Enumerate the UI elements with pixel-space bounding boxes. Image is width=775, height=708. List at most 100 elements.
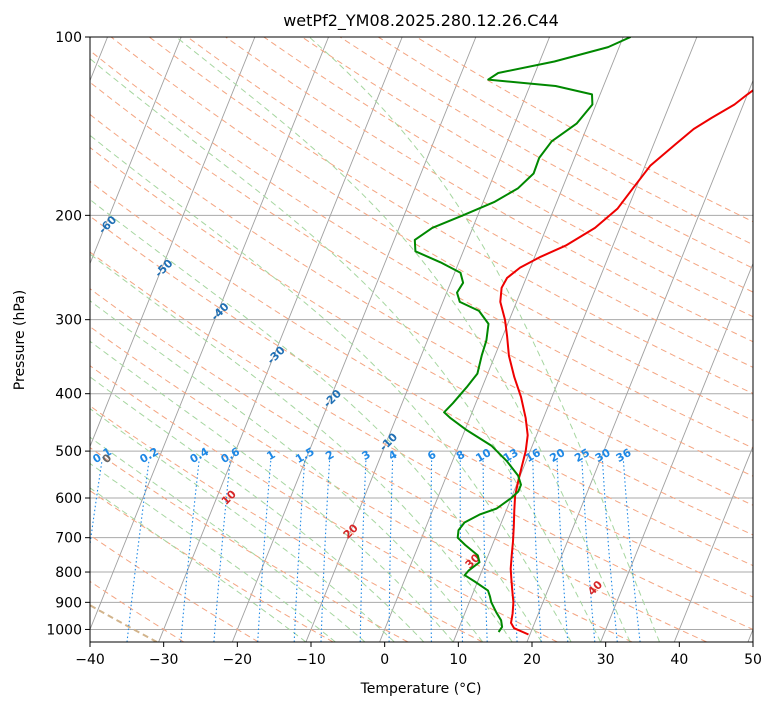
x-tick-label: −20 [223, 652, 253, 668]
x-tick-label: 40 [670, 652, 688, 668]
isotherm-label: -70 [40, 170, 63, 193]
mixing-ratio-line [213, 460, 231, 642]
mixing-ratio-line [601, 460, 618, 642]
mixing-ratio-label: 25 [572, 446, 592, 465]
y-tick-label: 100 [55, 30, 82, 46]
mixing-ratio-line [90, 460, 103, 549]
moist-adiabat-line [90, 300, 484, 642]
isotherm-label: -20 [321, 387, 344, 410]
isotherm-line [90, 37, 182, 265]
plot-frame [89, 36, 754, 643]
moist-adiabat-line [308, 37, 660, 642]
dry-adiabat-line [90, 81, 753, 477]
dry-adiabat-line [90, 490, 334, 642]
isotherm-line [231, 37, 477, 642]
mixing-ratio-label: 1.5 [293, 445, 316, 466]
x-tick-label: −30 [149, 652, 179, 668]
dry-adiabat-line [110, 37, 753, 421]
isotherm-label: -50 [152, 256, 175, 279]
mixing-ratio-label: 2 [323, 448, 336, 463]
x-axis-title: Temperature (°C) [360, 681, 482, 697]
dry-adiabat-line [339, 37, 753, 269]
mixing-ratio-label: 20 [547, 446, 567, 465]
moist-adiabat-line [90, 340, 454, 642]
x-tick-label: 10 [449, 652, 467, 668]
isotherm-line [90, 37, 256, 448]
y-tick-label: 900 [55, 595, 82, 611]
mixing-ratio-line [556, 460, 569, 642]
y-tick-label: 300 [55, 313, 82, 329]
mixing-ratio-line [126, 460, 150, 642]
dry-adiabat-line [377, 37, 753, 246]
isotherm-line [747, 628, 753, 642]
isotherm-line [90, 37, 329, 631]
axes: −40 −30 −20 −10 0 10 20 30 40 5010020030040050060… [46, 30, 762, 668]
isotherm-line [379, 37, 624, 642]
mixing-ratio-label: 0.4 [188, 445, 212, 466]
moist-adiabat-line [90, 487, 307, 642]
isotherm-line [158, 37, 403, 642]
dry-adiabat-line [90, 326, 633, 642]
mixing-ratio-label: 10 [473, 446, 493, 465]
y-tick-label: 600 [55, 491, 82, 507]
x-tick-label: 0 [380, 652, 389, 668]
y-tick-label: 500 [55, 444, 82, 460]
dry-adiabat-label: 20 [341, 521, 361, 541]
moist-adiabat-line [90, 134, 572, 642]
isotherm-line [600, 262, 753, 642]
dry-adiabat-line [90, 405, 483, 642]
isotherm-label: -10 [377, 430, 400, 453]
dry-adiabat-line [416, 37, 753, 223]
isotherm-line [673, 445, 753, 642]
isotherm-label: -80 [0, 126, 7, 149]
mixing-ratio-label: 36 [614, 446, 634, 465]
mixing-ratio-label: 3 [360, 448, 373, 463]
isotherm-label: -60 [96, 213, 119, 236]
mixing-ratio-label: 6 [425, 448, 438, 463]
x-tick-label: −40 [75, 652, 105, 668]
dry-adiabat-line [90, 288, 707, 642]
moist-adiabat-line [90, 198, 543, 642]
isotherm-line [526, 79, 753, 642]
isotherm-line [305, 37, 550, 642]
mixing-ratio-line [359, 460, 367, 642]
dry-adiabat-line [90, 534, 259, 642]
moist-adiabat-line [90, 462, 336, 642]
y-axis-title: Pressure (hPa) [12, 290, 28, 390]
mixing-ratio-label: 0.6 [219, 445, 243, 466]
dry-adiabat-line [90, 113, 753, 506]
dry-adiabat-line [187, 37, 753, 368]
moist-adiabat-line [90, 376, 425, 642]
y-tick-label: 700 [55, 531, 82, 547]
x-tick-label: −10 [296, 652, 326, 668]
mixing-ratio-line [293, 460, 306, 642]
moist-adiabat-line [90, 407, 395, 642]
x-tick-label: 30 [597, 652, 615, 668]
dry-adiabat-line [225, 37, 753, 343]
isotherm-line [452, 37, 698, 642]
dry-adiabat-line [301, 37, 753, 293]
y-tick-label: 1000 [46, 622, 82, 638]
dry-adiabat-line [263, 37, 753, 318]
y-tick-label: 400 [55, 387, 82, 403]
moist-adiabat-line [90, 436, 366, 642]
dry-adiabat-line [90, 50, 753, 449]
moist-adiabat-line [175, 37, 631, 642]
profile-line [413, 37, 632, 633]
profile-line [499, 89, 753, 636]
dry-adiabat-line [90, 215, 753, 598]
x-tick-label: 20 [523, 652, 541, 668]
moist-adiabat-line [90, 58, 602, 642]
chart-title: wetPf2_YM08.2025.280.12.26.C44 [283, 11, 559, 31]
x-tick-label: 50 [744, 652, 762, 668]
mixing-ratio-line [482, 460, 488, 642]
moist-adiabat-line [90, 253, 513, 642]
dry-adiabat-label: 10 [219, 487, 239, 507]
dry-adiabat-line [90, 146, 753, 536]
dry-adiabat-line [90, 251, 753, 631]
dry-adiabat-line [90, 447, 409, 642]
dry-adiabat-line [90, 180, 753, 567]
mixing-ratio-line [532, 460, 542, 642]
plot-area: 0.10.20.40.611.52346810131620253036-100-… [0, 37, 753, 642]
